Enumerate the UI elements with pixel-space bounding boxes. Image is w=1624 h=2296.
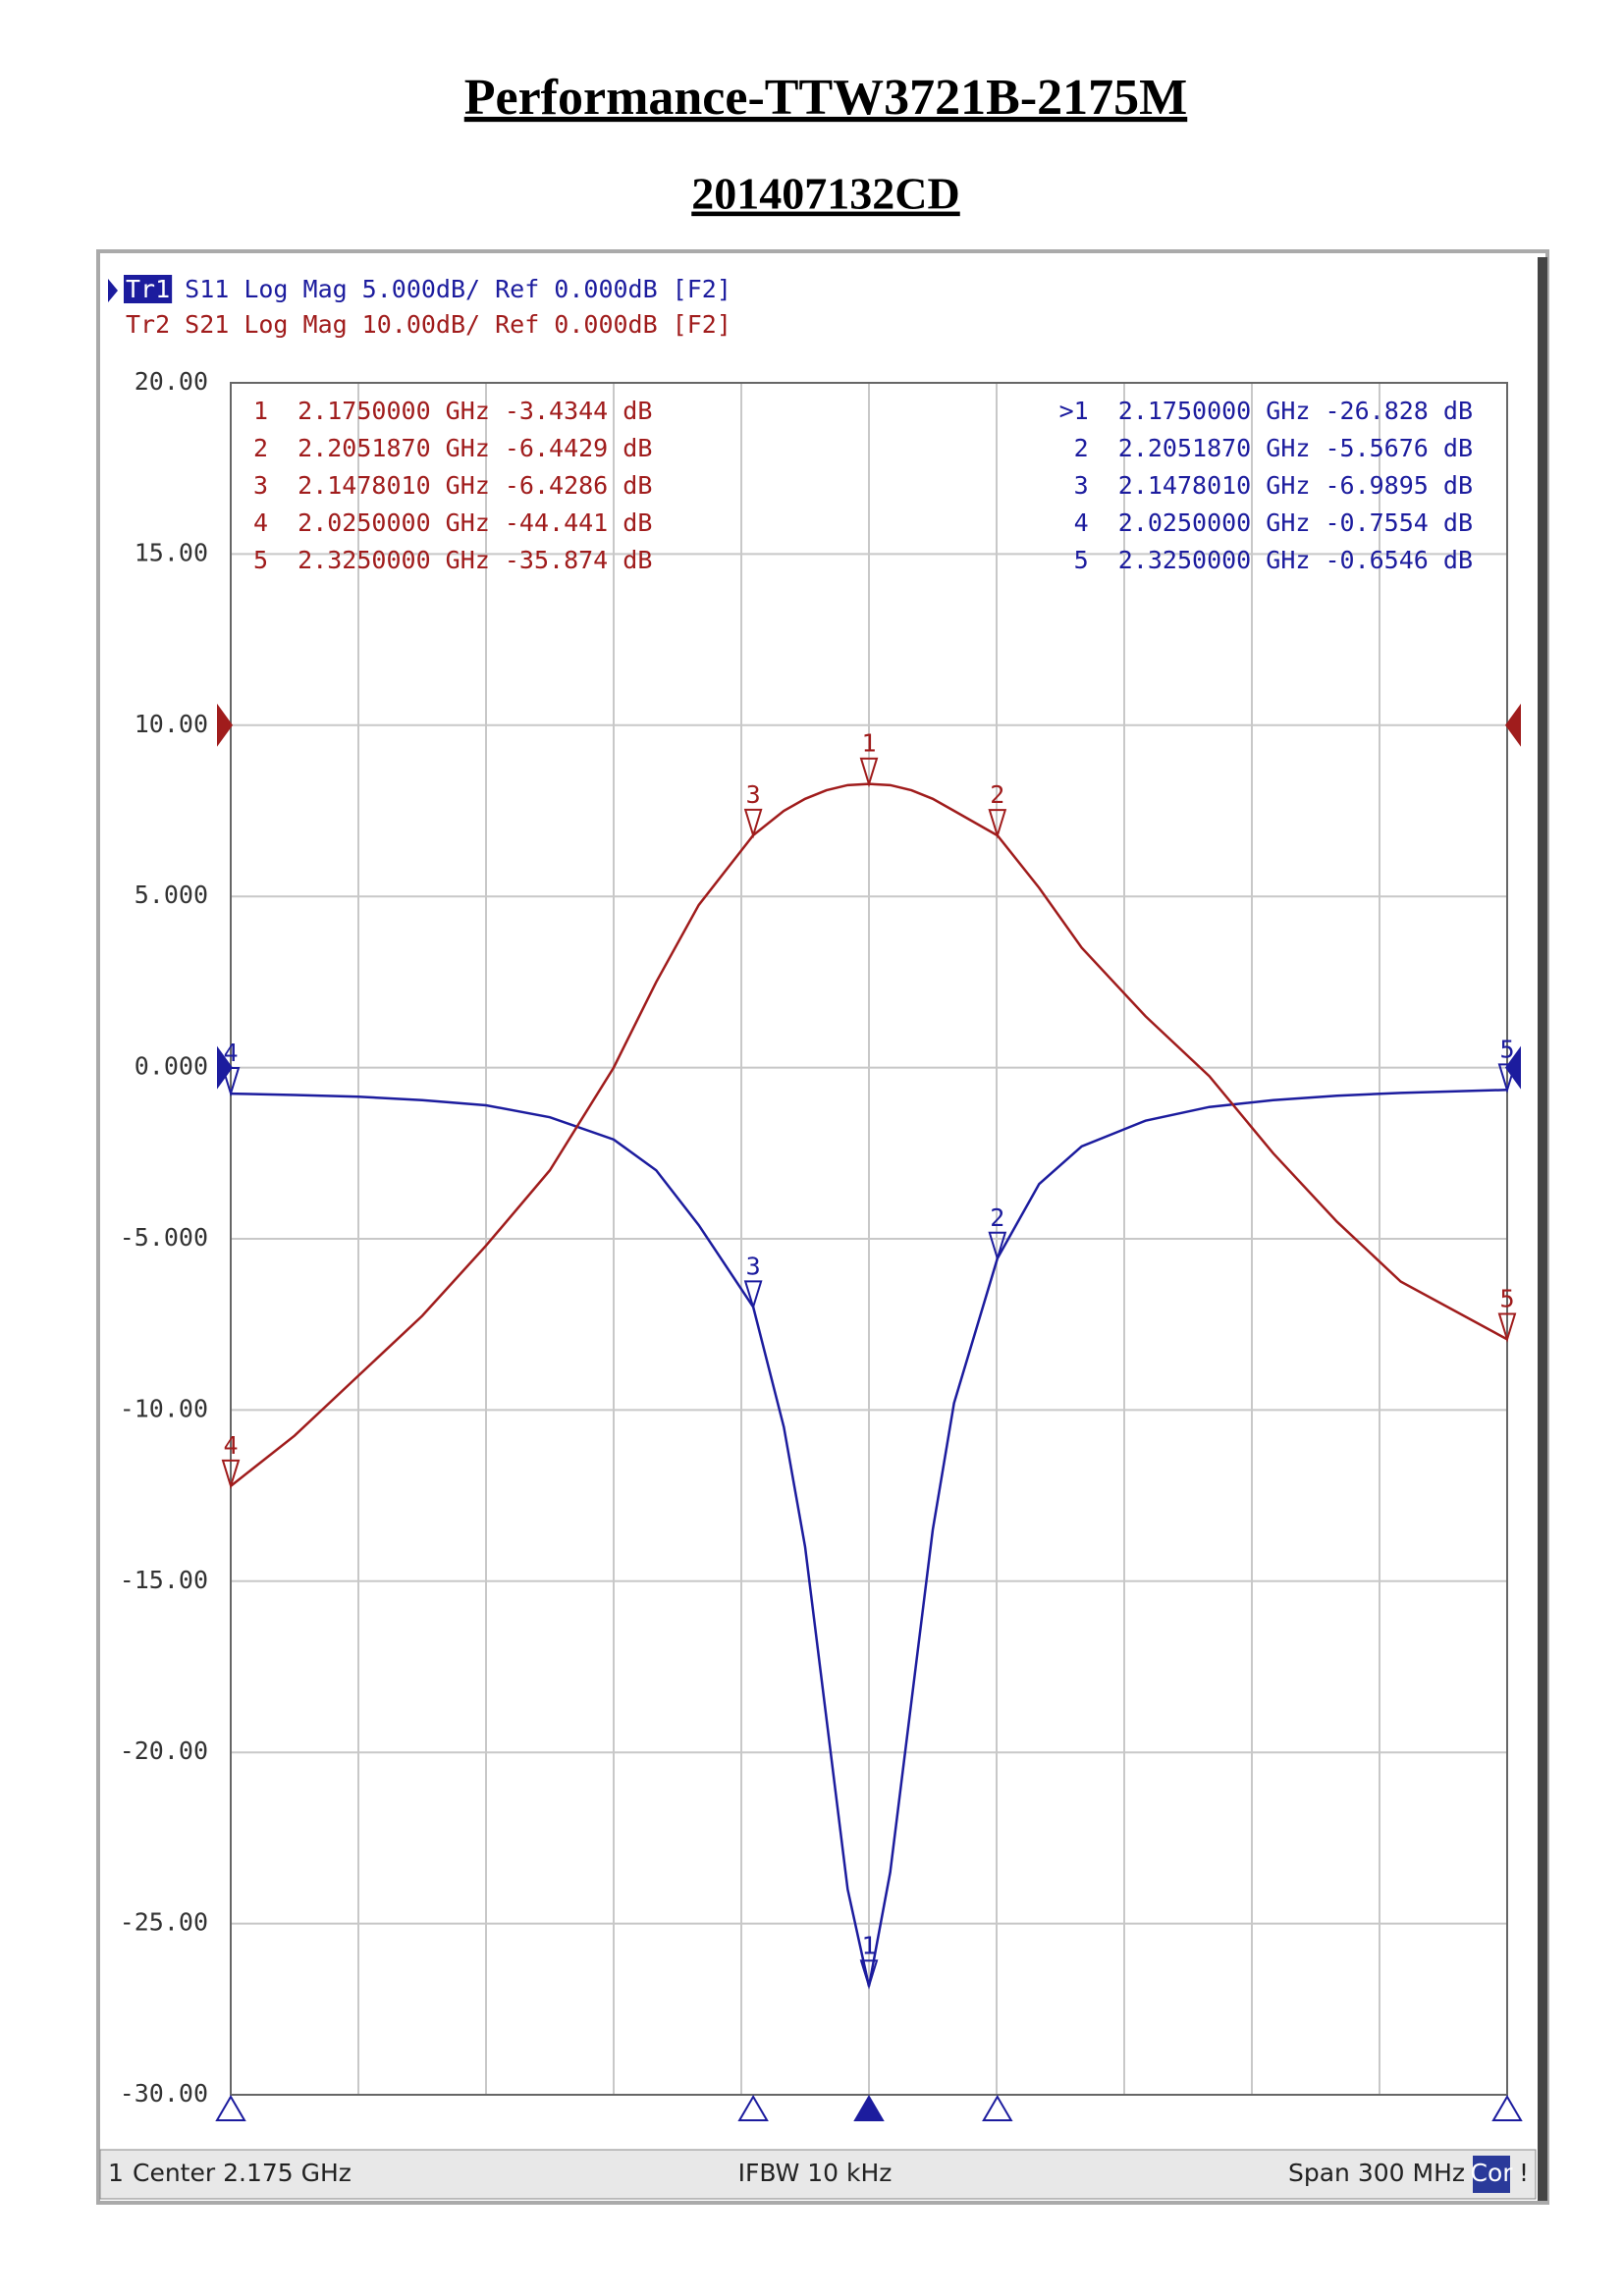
marker-triangle: [859, 1959, 879, 1990]
marker-row: 5 2.3250000 GHz -35.874 dB: [253, 546, 652, 574]
active-trace-arrow: [108, 279, 118, 302]
trace-format: Log Mag: [244, 275, 347, 303]
marker-id: 5: [1499, 1035, 1514, 1063]
y-tick-label: 0.000: [135, 1052, 208, 1081]
plot-border: [230, 382, 1508, 2096]
marker-row: 3 2.1478010 GHz -6.9895 dB: [1074, 471, 1473, 500]
marker-row: 1 2.1750000 GHz -3.4344 dB: [253, 397, 652, 425]
chart-title: Performance-TTW3721B-2175M: [464, 70, 1187, 126]
cor-box: [1473, 2156, 1510, 2193]
trace-trace: Tr2: [126, 310, 170, 339]
marker-triangle: [988, 1231, 1007, 1262]
series-line: [230, 1089, 1508, 1987]
marker-id: 2: [990, 1203, 1004, 1232]
scroll-bar: [1538, 257, 1547, 2201]
marker-id: 4: [223, 1431, 238, 1460]
y-tick-label: -5.000: [120, 1223, 208, 1252]
marker-id: 1: [861, 729, 876, 758]
footer-ifbw: IFBW 10 kHz: [738, 2159, 893, 2187]
marker-triangle: [859, 757, 879, 788]
marker-row: 2 2.2051870 GHz -5.5676 dB: [1074, 434, 1473, 462]
trace-trace: Tr1: [126, 275, 170, 303]
marker-triangle: [988, 809, 1007, 839]
y-tick-label: -15.00: [120, 1566, 208, 1594]
marker-triangle: [1497, 1063, 1517, 1094]
marker-id: 2: [990, 780, 1004, 809]
series-line: [230, 782, 1508, 1487]
marker-id: 5: [1499, 1284, 1514, 1312]
stimulus-marker: [1491, 2095, 1523, 2121]
marker-triangle: [221, 1066, 241, 1097]
marker-row: 2 2.2051870 GHz -6.4429 dB: [253, 434, 652, 462]
stimulus-marker: [737, 2095, 769, 2121]
y-tick-label: 15.00: [135, 538, 208, 566]
marker-triangle: [1497, 1312, 1517, 1343]
trace-format: Log Mag: [244, 310, 347, 339]
y-tick-label: -25.00: [120, 1908, 208, 1937]
y-tick-label: 20.00: [135, 367, 208, 396]
trace-name: S11: [185, 275, 229, 303]
stimulus-marker: [853, 2095, 885, 2121]
status-bar: [99, 2149, 1537, 2200]
marker-triangle: [221, 1459, 241, 1490]
marker-row: >1 2.1750000 GHz -26.828 dB: [1059, 397, 1473, 425]
trace-name: S21: [185, 310, 229, 339]
screen-frame: [96, 249, 1549, 2205]
y-tick-label: -10.00: [120, 1394, 208, 1422]
trace-scale: 10.00dB/: [362, 310, 480, 339]
ref-arrow-right: [1505, 703, 1521, 747]
marker-triangle: [743, 808, 763, 839]
marker-id: 4: [223, 1039, 238, 1067]
marker-row: 3 2.1478010 GHz -6.4286 dB: [253, 471, 652, 500]
ref-arrow-left: [217, 703, 233, 747]
trace-channel: [F2]: [673, 275, 731, 303]
footer-cor: Cor: [1470, 2159, 1513, 2187]
trace-scale: 5.000dB/: [362, 275, 480, 303]
footer-alert: !: [1519, 2159, 1529, 2187]
marker-id: 3: [746, 1252, 761, 1280]
footer-center: Center 2.175 GHz: [133, 2159, 352, 2187]
marker-triangle: [743, 1280, 763, 1310]
chart-subtitle: 201407132CD: [691, 169, 959, 219]
footer-channel: 1: [108, 2159, 124, 2187]
marker-row: 4 2.0250000 GHz -44.441 dB: [253, 508, 652, 537]
marker-row: 4 2.0250000 GHz -0.7554 dB: [1074, 508, 1473, 537]
y-tick-label: -30.00: [120, 2079, 208, 2108]
footer-span: Span 300 MHz: [1288, 2159, 1465, 2187]
trace-channel: [F2]: [673, 310, 731, 339]
marker-id: 3: [746, 780, 761, 809]
y-tick-label: -20.00: [120, 1736, 208, 1765]
trace-ref: Ref 0.000dB: [495, 275, 658, 303]
stimulus-marker: [215, 2095, 246, 2121]
active-trace-box: [124, 275, 173, 303]
marker-row: 5 2.3250000 GHz -0.6546 dB: [1074, 546, 1473, 574]
y-tick-label: 10.00: [135, 710, 208, 738]
marker-id: 1: [861, 1931, 876, 1959]
stimulus-marker: [982, 2095, 1013, 2121]
trace-ref: Ref 0.000dB: [495, 310, 658, 339]
y-tick-label: 5.000: [135, 881, 208, 909]
